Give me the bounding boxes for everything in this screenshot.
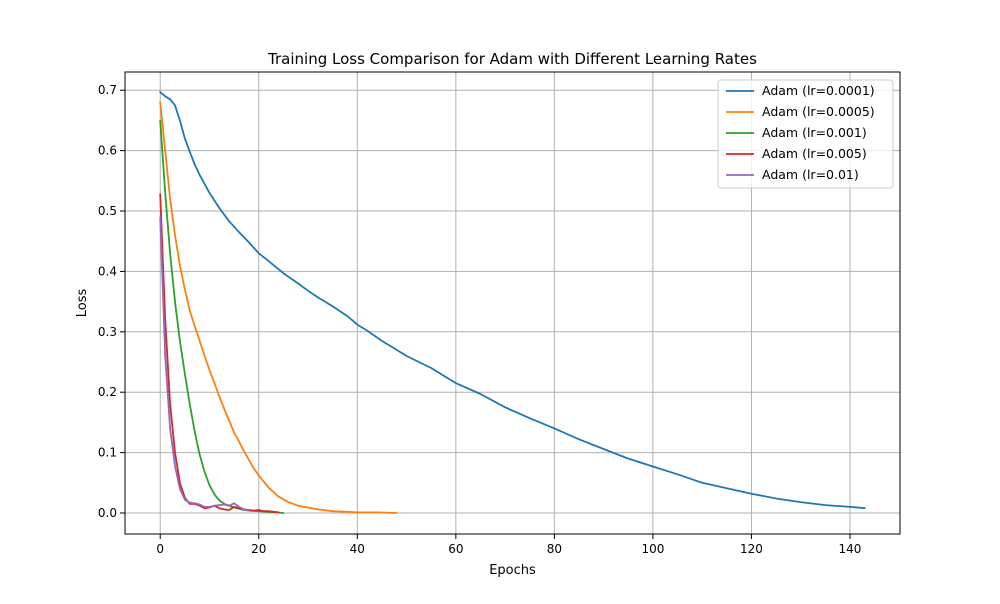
y-tick-label: 0.2 xyxy=(98,385,117,399)
series-line-1 xyxy=(159,101,398,514)
y-tick-label: 0.0 xyxy=(98,506,117,520)
legend-box xyxy=(717,79,894,189)
legend-label-4: Adam (lr=0.01) xyxy=(762,167,859,182)
y-tick-label: 0.1 xyxy=(98,446,117,460)
x-tick-label: 140 xyxy=(839,542,862,556)
y-tick-label: 0.3 xyxy=(98,325,117,339)
x-tick-label: 40 xyxy=(350,542,365,556)
series-lines xyxy=(159,91,866,514)
legend-label-0: Adam (lr=0.0001) xyxy=(762,83,875,98)
series-line-3 xyxy=(159,193,280,514)
x-tick-label: 120 xyxy=(740,542,763,556)
x-tick-label: 80 xyxy=(547,542,562,556)
plot-frame xyxy=(124,71,901,535)
legend: Adam (lr=0.0001) Adam (lr=0.0005) Adam (lr… xyxy=(717,79,894,189)
axis-ticks: 0 20 40 60 80 100 120 140 0.0 0.1 0.2 0.3 0.4 0.5 0.6 0… xyxy=(98,83,862,556)
chart-title: Training Loss Comparison for Adam with D… xyxy=(267,50,757,68)
x-tick-label: 0 xyxy=(156,542,164,556)
y-tick-label: 0.4 xyxy=(98,264,117,278)
x-tick-label: 100 xyxy=(641,542,664,556)
legend-label-3: Adam (lr=0.005) xyxy=(762,146,867,161)
x-tick-label: 60 xyxy=(448,542,463,556)
y-tick-label: 0.7 xyxy=(98,83,117,97)
x-tick-label: 20 xyxy=(251,542,266,556)
y-tick-label: 0.5 xyxy=(98,204,117,218)
series-line-4 xyxy=(159,216,250,512)
y-tick-label: 0.6 xyxy=(98,144,117,158)
x-axis-label: Epochs xyxy=(489,563,536,578)
legend-label-1: Adam (lr=0.0005) xyxy=(762,104,875,119)
legend-label-2: Adam (lr=0.001) xyxy=(762,125,867,140)
series-line-0 xyxy=(159,91,866,510)
y-axis-label: Loss xyxy=(75,289,90,318)
